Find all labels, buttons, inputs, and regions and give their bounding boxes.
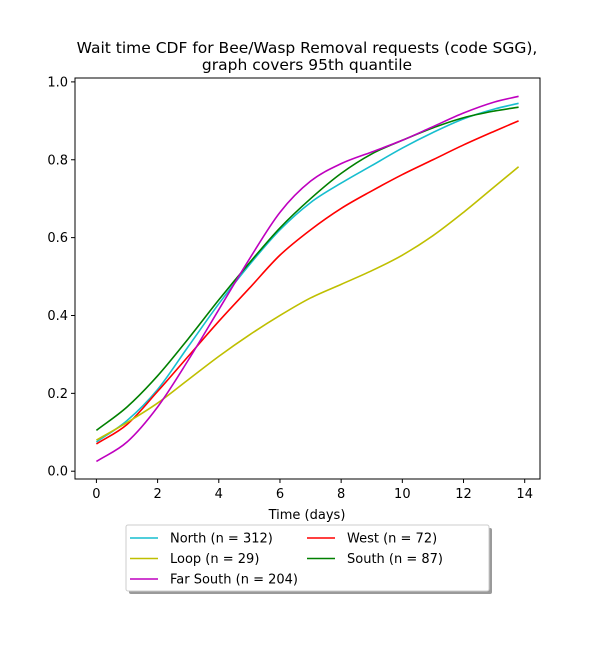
x-tick-label: 12 (455, 487, 472, 502)
x-tick-label: 0 (92, 487, 100, 502)
series-line-3 (95, 106, 519, 431)
y-tick-label: 0.0 (47, 465, 68, 480)
chart-title: Wait time CDF for Bee/Wasp Removal reque… (77, 39, 538, 57)
y-tick-label: 1.0 (47, 75, 68, 90)
series-line-1 (95, 120, 519, 445)
series-line-2 (96, 166, 520, 441)
legend-label-1: West (n = 72) (347, 532, 437, 547)
x-tick-label: 2 (153, 487, 161, 502)
legend-label-4: Far South (n = 204) (170, 573, 298, 588)
y-tick-label: 0.2 (47, 387, 68, 402)
x-tick-label: 4 (215, 487, 223, 502)
x-tick-label: 14 (516, 487, 533, 502)
x-tick-label: 10 (394, 487, 411, 502)
y-tick-label: 0.6 (47, 231, 68, 246)
legend: North (n = 312) West (n = 72) Loop (n = 29… (125, 524, 492, 594)
chart-subtitle: graph covers 95th quantile (202, 56, 412, 74)
legend-label-0: North (n = 312) (170, 532, 273, 547)
legend-label-2: Loop (n = 29) (170, 552, 259, 567)
y-tick-label: 0.8 (47, 153, 68, 168)
y-tick-label: 0.4 (47, 309, 68, 324)
x-tick-label: 6 (276, 487, 284, 502)
series-line-0 (95, 102, 519, 443)
x-axis-label: Time (days) (268, 508, 346, 523)
legend-label-3: South (n = 87) (347, 552, 443, 567)
series-line-4 (95, 95, 519, 463)
plot-area: 0 2 4 6 8 10 12 14 0.0 0.2 0.4 0.6 0.8 1.0 (47, 75, 541, 502)
x-tick-label: 8 (337, 487, 345, 502)
plot-frame (74, 77, 541, 480)
